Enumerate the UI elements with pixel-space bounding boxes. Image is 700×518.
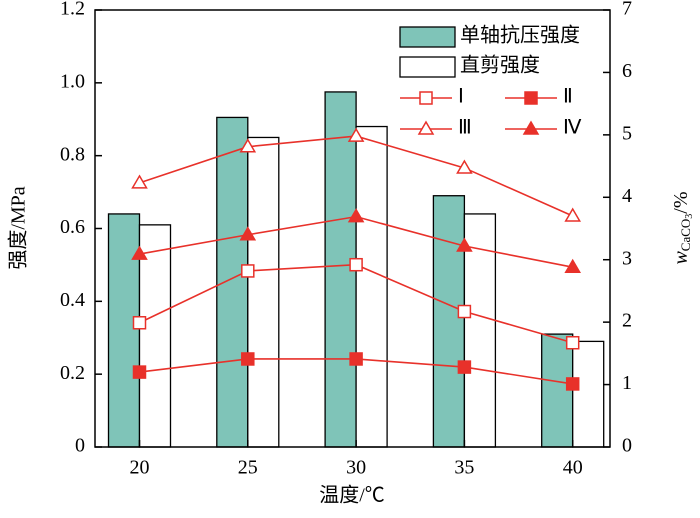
x-tick-label: 20 xyxy=(130,457,150,479)
marker xyxy=(457,304,472,319)
bar xyxy=(463,213,497,448)
marker xyxy=(564,258,582,273)
y2-label-subsub: 3 xyxy=(684,214,695,219)
y2-tick-label: 2 xyxy=(622,310,632,332)
marker xyxy=(241,264,255,278)
marker xyxy=(522,120,540,135)
marker xyxy=(456,159,473,174)
marker xyxy=(457,360,472,374)
marker xyxy=(349,257,363,272)
legend-label: 直剪强度 xyxy=(460,54,540,77)
x-tick-label: 30 xyxy=(346,457,366,479)
marker xyxy=(524,91,538,105)
x-tick-label: 35 xyxy=(454,457,474,479)
legend-label: Ⅲ xyxy=(458,117,472,139)
x-tick-label: 25 xyxy=(238,457,258,479)
y-tick-label: 1.0 xyxy=(60,70,85,92)
marker xyxy=(347,208,365,223)
y2-tick-label: 4 xyxy=(622,185,632,207)
x-tick-label: 40 xyxy=(563,457,583,479)
y-tick-label: 0.4 xyxy=(60,289,85,311)
bar xyxy=(216,116,249,448)
marker xyxy=(419,91,433,105)
legend-swatch xyxy=(399,56,456,78)
y-tick-label: 1.2 xyxy=(60,0,85,20)
legend-label: 单轴抗压强度 xyxy=(460,24,580,47)
bar xyxy=(355,125,388,448)
marker xyxy=(132,316,147,330)
marker xyxy=(239,226,257,241)
legend-label: Ⅰ xyxy=(458,86,464,108)
legend-label: Ⅳ xyxy=(563,117,582,139)
marker xyxy=(347,127,365,142)
y2-tick-label: 3 xyxy=(622,247,632,269)
y2-label-sub: CaCO xyxy=(678,219,693,252)
y2-label-unit: /% xyxy=(670,191,692,213)
bar xyxy=(107,213,141,448)
y-tick-label: 0.8 xyxy=(60,143,85,165)
x-axis-label: 温度/℃ xyxy=(319,484,385,507)
y2-axis-label: wCaCO3/% xyxy=(670,191,696,264)
y-tick-label: 0 xyxy=(75,435,85,457)
marker xyxy=(564,207,582,222)
marker xyxy=(131,245,148,260)
legend-label: Ⅱ xyxy=(563,86,573,108)
bar xyxy=(572,340,605,448)
y-tick-label: 0.2 xyxy=(60,362,85,384)
marker xyxy=(565,335,580,350)
y2-label-main: w xyxy=(670,251,692,265)
marker xyxy=(417,120,435,135)
marker xyxy=(349,352,363,366)
y-axis-label: 强度/MPa xyxy=(7,186,30,269)
y2-tick-label: 1 xyxy=(622,372,632,394)
y2-tick-label: 5 xyxy=(622,122,632,144)
legend-swatch xyxy=(399,26,456,48)
marker xyxy=(131,174,148,189)
bar xyxy=(432,195,466,448)
bar xyxy=(247,136,280,448)
y2-tick-label: 7 xyxy=(622,0,632,20)
marker xyxy=(132,365,147,379)
marker xyxy=(456,237,473,252)
y2-tick-label: 6 xyxy=(622,60,632,82)
y2-tick-label: 0 xyxy=(622,435,632,457)
y-tick-label: 0.6 xyxy=(60,216,85,238)
marker xyxy=(565,377,580,391)
marker xyxy=(239,138,257,153)
marker xyxy=(241,352,255,366)
